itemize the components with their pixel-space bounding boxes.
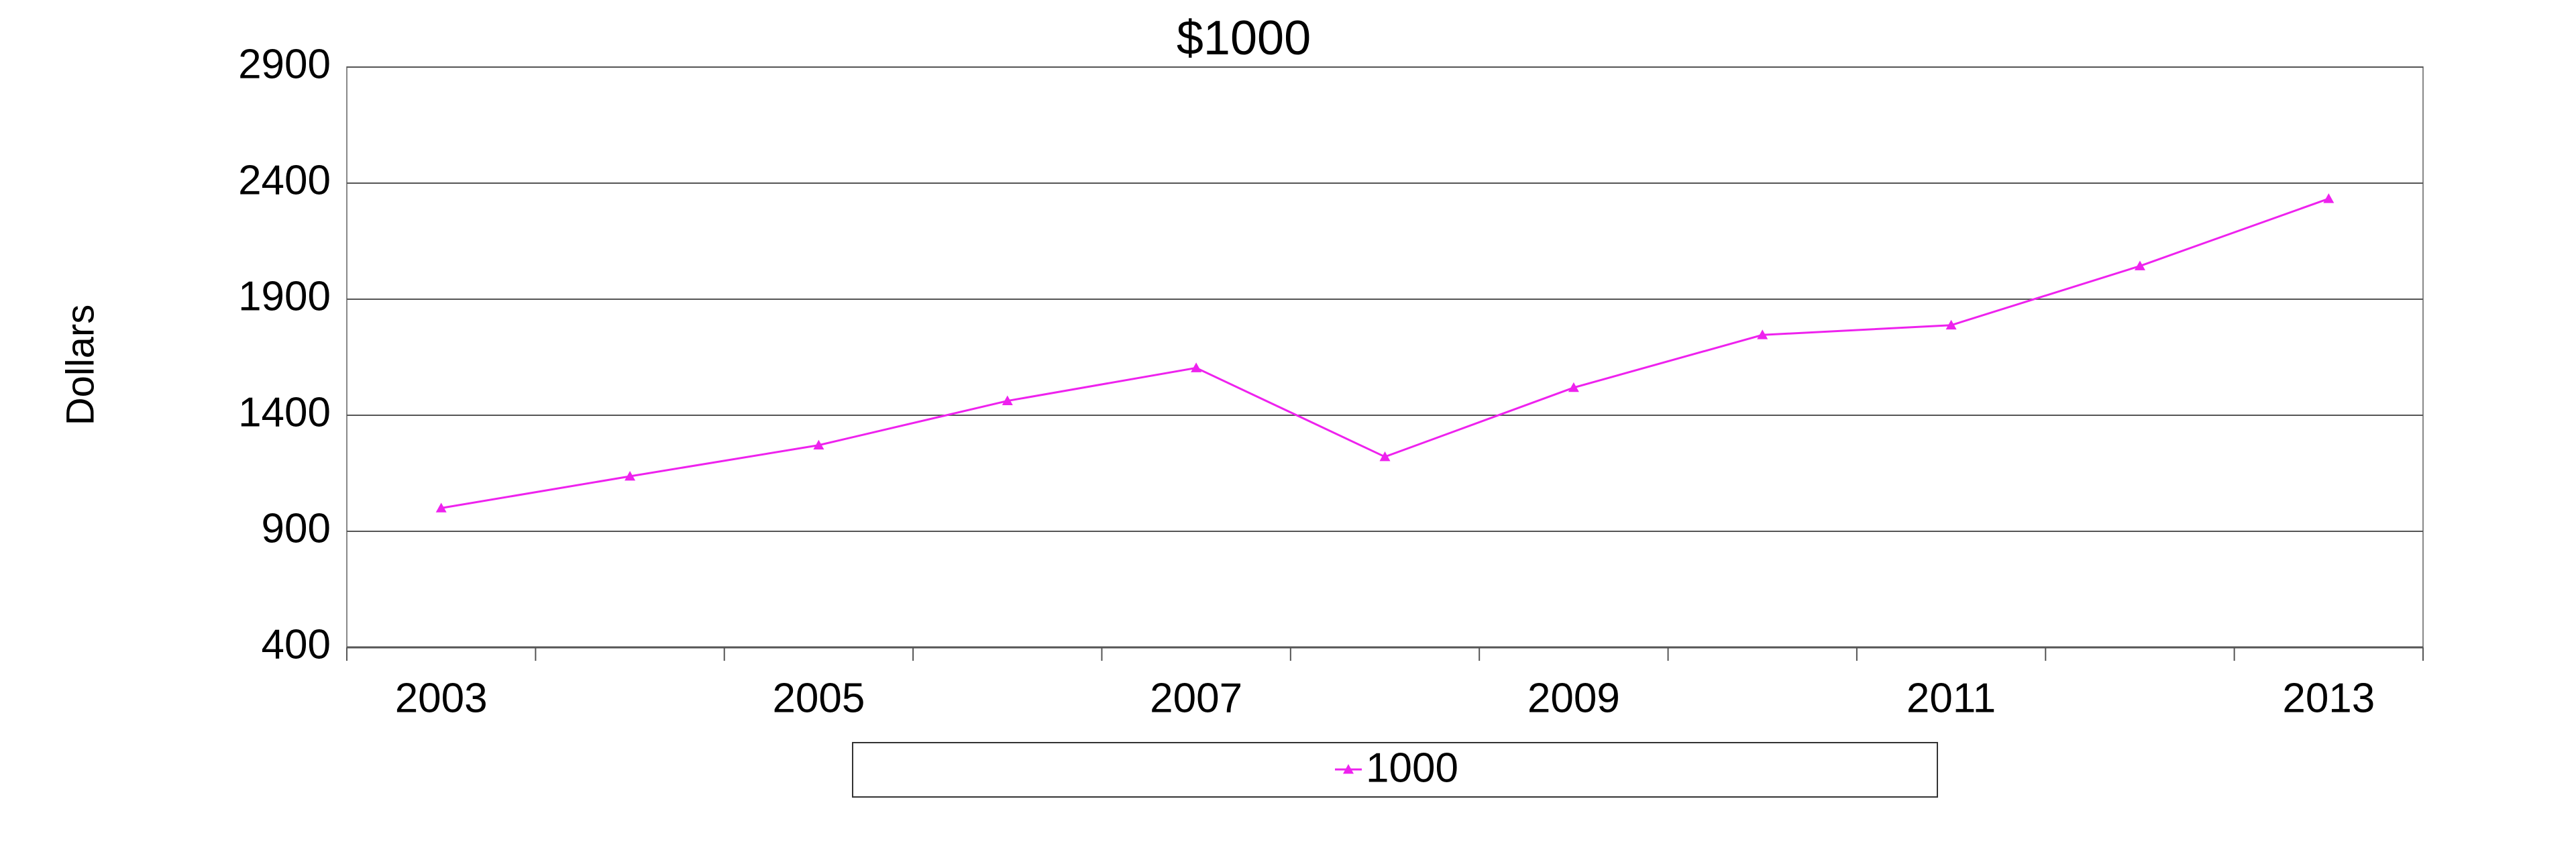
y-tick-label: 2900 (238, 41, 331, 87)
line (441, 197, 2329, 509)
y-axis-label: Dollars (58, 305, 102, 426)
marker (435, 502, 447, 513)
marker (813, 439, 824, 450)
legend-box (852, 742, 1938, 798)
marker (1757, 329, 1768, 339)
marker (1379, 451, 1391, 462)
marker (1945, 319, 1957, 330)
marker (1002, 395, 1013, 405)
x-tick-label: 2003 (395, 675, 488, 721)
y-tick-label: 1400 (238, 389, 331, 435)
legend-label: 1000 (1366, 745, 1458, 791)
x-tick-label: 2005 (772, 675, 865, 721)
x-tick-label: 2013 (2282, 675, 2375, 721)
x-tick-label: 2011 (1907, 675, 1996, 721)
y-tick-label: 2400 (238, 157, 331, 203)
marker (2323, 193, 2334, 203)
plot-area (346, 66, 2424, 648)
marker (1191, 362, 1202, 372)
y-tick-label: 1900 (238, 273, 331, 319)
marker (1568, 382, 1579, 392)
legend-marker (1343, 764, 1354, 774)
y-tick-label: 400 (262, 621, 331, 667)
y-tick-label: 900 (262, 505, 331, 551)
chart-title: $1000 (1177, 11, 1311, 65)
marker (625, 470, 636, 481)
marker (2134, 260, 2145, 270)
x-tick-label: 2007 (1150, 675, 1242, 721)
x-tick-label: 2009 (1527, 675, 1620, 721)
